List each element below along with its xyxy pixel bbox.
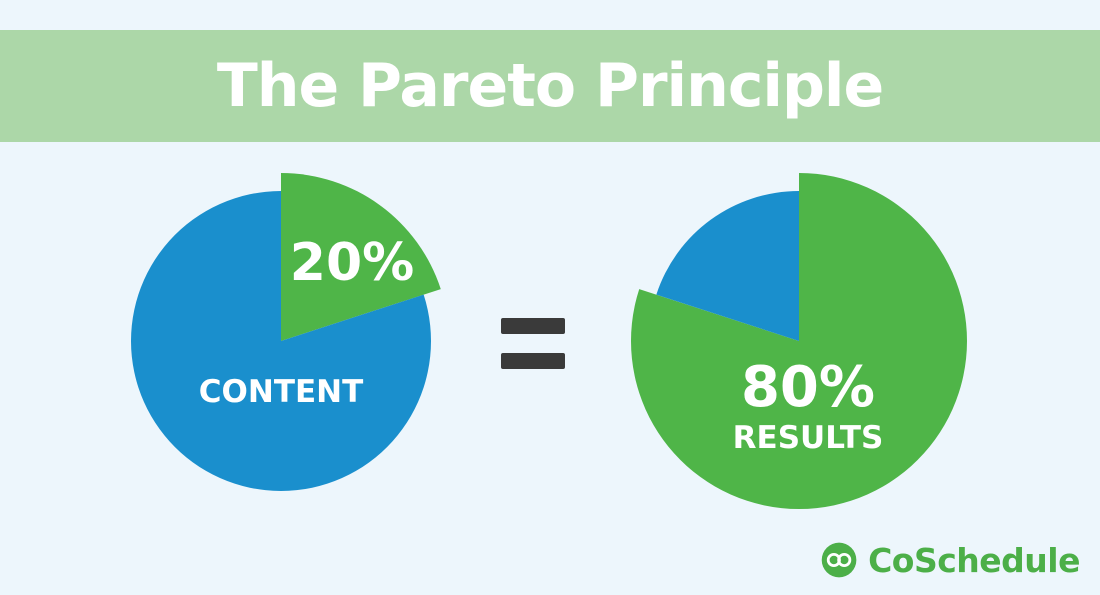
pie-slice-20-percent (281, 173, 441, 341)
brand-logo: CoSchedule (820, 535, 1080, 585)
pie-chart-results: 80%RESULTS (631, 173, 968, 509)
equals-sign (501, 318, 565, 369)
slice-label-content: CONTENT (199, 374, 363, 410)
equals-bar-bottom (501, 353, 565, 369)
equals-bar-top (501, 318, 565, 334)
pie-chart-content: 20% CONTENT (131, 173, 441, 492)
pie-slice-unlabeled (656, 191, 799, 341)
slice-label-80-percent: 80% (741, 355, 875, 420)
pie-slice-content (131, 191, 431, 492)
brand-name: CoSchedule (868, 540, 1080, 580)
title-band: The Pareto Principle (0, 30, 1100, 142)
page-title: The Pareto Principle (216, 51, 884, 121)
slice-label-results: RESULTS (733, 420, 884, 456)
slice-label-20-percent: 20% (290, 233, 414, 293)
coschedule-logo-icon (821, 542, 857, 578)
